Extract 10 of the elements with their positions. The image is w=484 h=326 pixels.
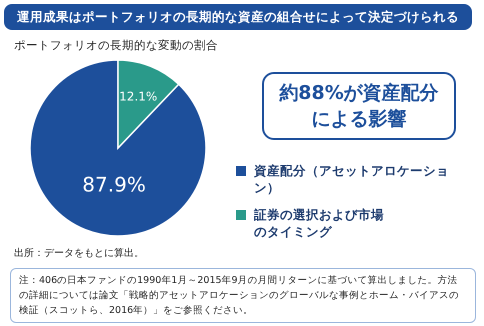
chart-title: 運用成果はポートフォリオの長期的な資産の組合せによって決定づけられる (4, 4, 472, 30)
text: 出所：データをもとに算出。 (14, 246, 144, 260)
pie-slice (29, 59, 207, 237)
text: 注：406の日本ファンドの1990年1月～2015年9月の月間リターンに基づいて算出しました。方法の詳細については論文「戦略的アセットアロケーションのグローバルな事例とホーム・バイアスの検証（スコットら、2016年）」をご参照ください。 (10, 268, 476, 323)
data-label: 12.1% (119, 90, 158, 104)
data-label: 87.9% (82, 172, 146, 196)
legend-label: 証券の選択および市場のタイミング (254, 206, 384, 240)
legend-label: 資産配分（アセットアロケーション） (254, 162, 450, 196)
chart-subtitle: ポートフォリオの長期的な変動の割合 (14, 38, 218, 53)
text: 約88%が資産配分による影響 (262, 72, 456, 140)
